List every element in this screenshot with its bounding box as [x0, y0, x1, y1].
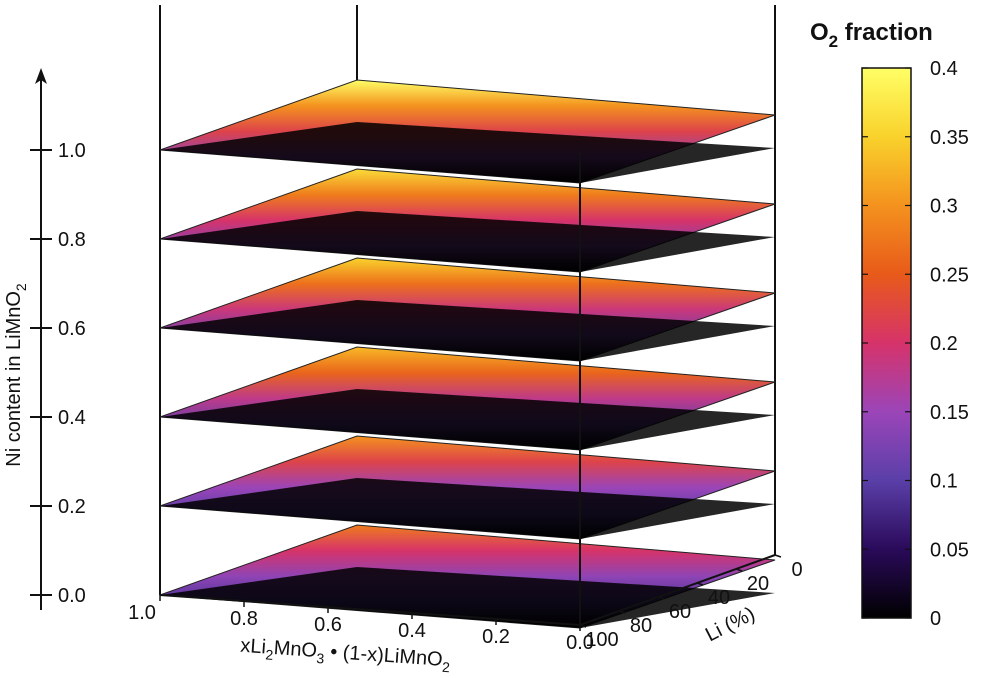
x-axis-tick-label: 0.8	[230, 608, 258, 630]
y-axis-tick-mark	[696, 582, 704, 586]
y-axis-tick-mark	[579, 624, 587, 628]
z-axis-tick-label: 0.6	[58, 318, 86, 340]
y-axis-tick-label: 100	[585, 629, 618, 651]
z-axis-tick-label: 0.4	[58, 407, 86, 429]
colorbar-tick-label: 0.25	[930, 264, 969, 286]
z-axis-tick-label: 0.2	[58, 496, 86, 518]
x-axis-tick-label: 0.2	[482, 626, 510, 648]
colorbar-gradient	[861, 67, 912, 619]
y-axis-tick-mark	[735, 568, 743, 572]
colorbar-tick-label: 0.4	[930, 58, 958, 80]
colorbar-tick-label: 0.35	[930, 127, 969, 149]
colorbar-tick-label: 0	[930, 608, 941, 630]
x-axis-tick-label: 1.0	[128, 602, 156, 624]
y-axis-line	[579, 554, 776, 626]
y-axis-tick-label: 20	[747, 573, 769, 595]
x-axis-line	[159, 594, 581, 626]
z-axis: 1.0 0.8 0.6 0.4 0.2 0.0 Ni content in LiMnO2	[3, 68, 86, 610]
colorbar-tick-label: 0.3	[930, 196, 958, 218]
colorbar-ticks: 0 0.05 0.1 0.15 0.2 0.25 0.3 0.35 0.4	[862, 58, 969, 630]
y-axis-label: Li (%)	[702, 603, 759, 646]
y-axis-tick-mark	[618, 610, 626, 614]
slice-dark-region	[160, 567, 775, 628]
colorbar-tick-label: 0.05	[930, 539, 969, 561]
colorbar-tick-label: 0.2	[930, 333, 958, 355]
y-axis-tick-label: 60	[669, 601, 691, 623]
slice-dark-region	[160, 122, 775, 183]
x-axis: 1.0 0.8 0.6 0.4 0.2 0.0 xLi2MnO3 • (1-x)LiMnO…	[128, 594, 594, 675]
y-axis-tick-mark	[774, 554, 782, 558]
y-axis-tick-mark	[657, 596, 665, 600]
colorbar-title: O2 fraction	[810, 19, 933, 51]
colorbar: O2 fraction 0 0.05 0.1 0.15 0.2 0.25 0.3 0.35 0.…	[810, 19, 969, 630]
y-axis-tick-label: 0	[791, 559, 802, 581]
x-axis-ticks: 1.0 0.8 0.6 0.4 0.2 0.0	[128, 595, 594, 654]
z-axis-tick-label: 0.8	[58, 229, 86, 251]
y-axis-tick-label: 40	[708, 587, 730, 609]
z-axis-arrowhead	[35, 68, 47, 84]
x-axis-tick-label: 0.4	[398, 620, 426, 642]
colorbar-tick-label: 0.1	[930, 471, 958, 493]
slice-dark-region	[160, 300, 775, 361]
colorbar-tick-label: 0.15	[930, 402, 969, 424]
slice-dark-region	[160, 389, 775, 450]
z-axis-tick-label: 0.0	[58, 585, 86, 607]
y-axis-ticks: 0 20 40 60 80 100	[579, 554, 803, 651]
y-axis-tick-label: 80	[630, 615, 652, 637]
x-axis-tick-label: 0.6	[314, 614, 342, 636]
slice-dark-region	[160, 478, 775, 539]
slice-dark-region	[160, 211, 775, 272]
z-axis-label: Ni content in LiMnO2	[3, 283, 29, 467]
slices-layer	[159, 79, 776, 629]
z-axis-tick-label: 1.0	[58, 140, 86, 162]
z-axis-ticks: 1.0 0.8 0.6 0.4 0.2 0.0	[30, 140, 86, 607]
x-axis-tick-label: 0.0	[566, 632, 594, 654]
